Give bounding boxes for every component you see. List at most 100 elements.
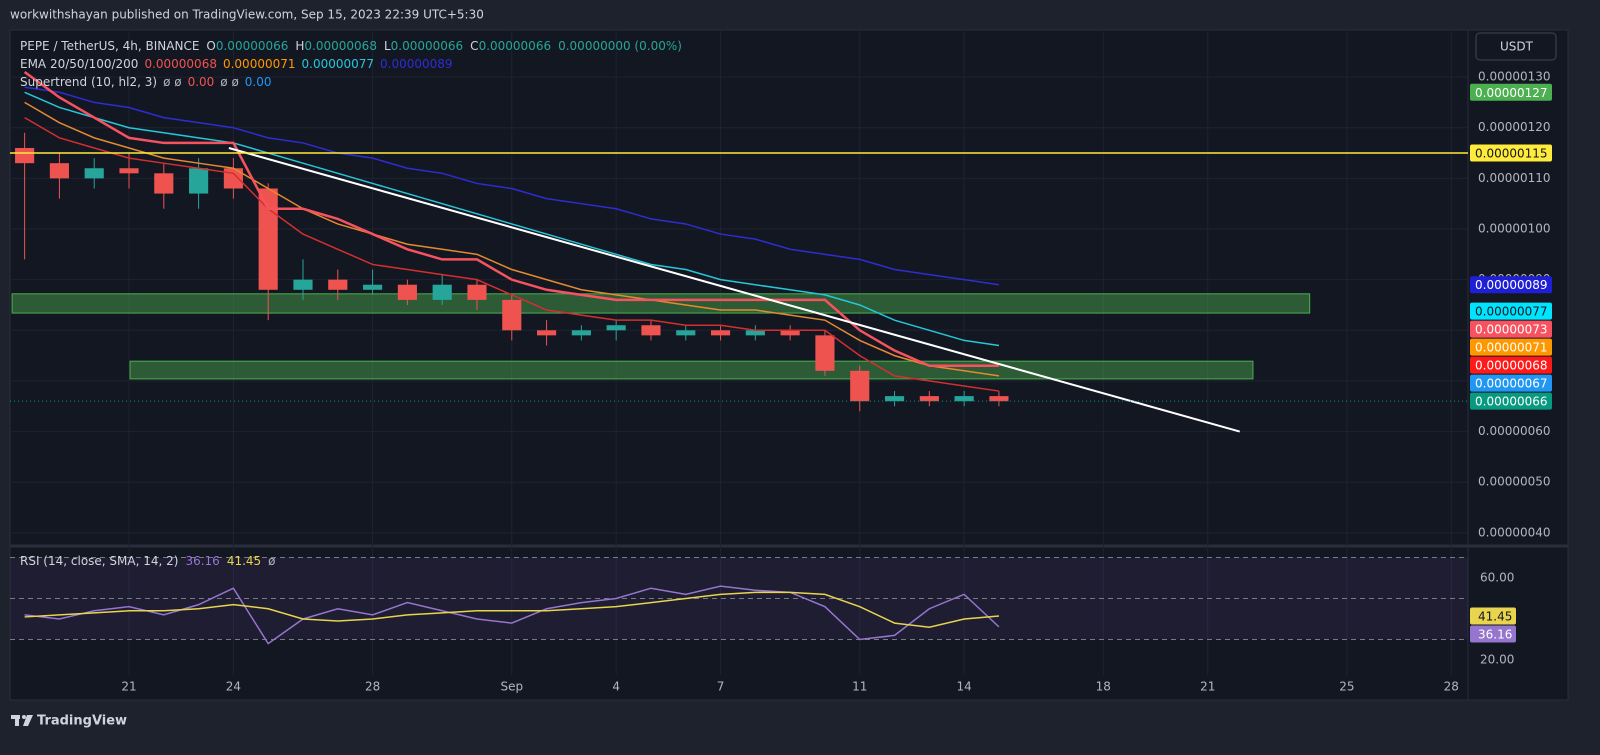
legend-value: ø ø: [163, 75, 182, 89]
legend-value: 41.45: [227, 554, 261, 568]
x-tick-label: 21: [1200, 680, 1215, 694]
rsi-line: [24, 591, 999, 628]
price-label-box: [1470, 276, 1552, 294]
x-tick-label: 25: [1339, 680, 1354, 694]
candle-body: [397, 284, 417, 300]
legend-value: 0.00: [245, 75, 272, 89]
price-label-box: [1470, 374, 1552, 392]
candle-body: [84, 168, 104, 179]
value-label-box: [1470, 625, 1516, 643]
candle-body: [258, 188, 278, 290]
y-tick-label: 0.00000120: [1478, 120, 1551, 134]
price-label: 0.00000089: [1475, 278, 1548, 292]
legend-value: 0.00000071: [223, 57, 296, 71]
price-label-box: [1470, 356, 1552, 374]
candle-body: [328, 279, 348, 290]
candle-body: [710, 330, 731, 336]
candle-body: [154, 173, 174, 194]
y-tick-label: 0.00000060: [1478, 424, 1551, 438]
legend-row: PEPE / TetherUS, 4h, BINANCE O0.00000066 H…: [20, 39, 682, 53]
legend-symbol: PEPE / TetherUS, 4h, BINANCE: [20, 39, 199, 53]
candle-body: [467, 284, 487, 300]
currency-button[interactable]: [1475, 32, 1557, 61]
legend-value: 36.16: [185, 554, 219, 568]
x-tick-label: 28: [365, 680, 380, 694]
candle-body: [954, 396, 974, 402]
candle-body: [432, 284, 452, 300]
indicator-line: [24, 101, 1000, 377]
y-tick-label: 0.00000130: [1478, 70, 1551, 84]
legend-key: O: [206, 39, 215, 53]
candle-body: [502, 299, 522, 331]
y-tick-label: 20.00: [1480, 653, 1514, 667]
legend-row: EMA 20/50/100/200 0.00000068 0.00000071 0.0…: [20, 57, 453, 71]
legend-row: RSI (14, close, SMA, 14, 2) 36.16 41.45 ø: [20, 554, 276, 568]
price-label-box: [1470, 338, 1552, 356]
zone: [11, 293, 1311, 314]
value-label: 36.16: [1478, 628, 1512, 642]
indicator-line: [23, 71, 999, 367]
indicator-line: [24, 116, 1000, 392]
price-label: 0.00000066: [1475, 395, 1548, 409]
price-label-box: [1470, 144, 1552, 162]
legend-key: H: [295, 39, 304, 53]
indicator-line: [24, 91, 1000, 347]
legend-name: RSI (14, close, SMA, 14, 2): [20, 554, 178, 568]
chart-frame: [9, 29, 1569, 701]
x-tick-label: 4: [612, 680, 620, 694]
legend-value: 0.00000066: [216, 39, 289, 53]
price-label-box: [1470, 392, 1552, 410]
candle-body: [676, 330, 696, 336]
candle-body: [189, 168, 209, 194]
byline: workwithshayan published on TradingView.…: [10, 8, 484, 22]
candle-body: [745, 330, 765, 336]
y-tick-label: 0.00000050: [1478, 475, 1551, 489]
legend-value: 0.00000089: [380, 57, 453, 71]
price-label: 0.00000067: [1475, 377, 1548, 391]
candle-body: [606, 325, 626, 331]
x-tick-label: 28: [1444, 680, 1459, 694]
y-tick-label: 0.00000110: [1478, 171, 1551, 185]
legend-key: L: [384, 39, 391, 53]
price-label-box: [1470, 83, 1552, 101]
legend-change: 0.00000000 (0.00%): [558, 39, 682, 53]
legend-value: 0.00000077: [302, 57, 375, 71]
legend-null: ø: [268, 554, 275, 568]
legend-name: Supertrend (10, hl2, 3): [20, 75, 157, 89]
value-label-box: [1470, 607, 1516, 625]
candle-body: [119, 168, 139, 174]
legend-value: 0.00000068: [144, 57, 217, 71]
y-tick-label: 60.00: [1480, 570, 1514, 584]
zone: [129, 360, 1254, 380]
indicator-line: [24, 86, 1000, 286]
candle-body: [989, 396, 1009, 402]
price-label: 0.00000115: [1475, 147, 1548, 161]
x-tick-label: Sep: [500, 680, 523, 694]
price-label: 0.00000071: [1475, 341, 1548, 355]
candle-body: [363, 284, 383, 290]
legend-name: EMA 20/50/100/200: [20, 57, 138, 71]
legend-value: 0.00000066: [479, 39, 552, 53]
x-tick-label: 24: [226, 680, 241, 694]
candle-body: [919, 396, 939, 402]
legend-value: 0.00: [188, 75, 215, 89]
price-label: 0.00000068: [1475, 359, 1548, 373]
candle-body: [641, 325, 661, 336]
legend-key: C: [470, 39, 478, 53]
price-label-box: [1470, 302, 1552, 320]
currency-button-label[interactable]: USDT: [1500, 40, 1534, 54]
brand-logo: [11, 715, 33, 726]
legend-row: Supertrend (10, hl2, 3) ø ø 0.00 ø ø 0.00: [20, 75, 272, 89]
brand: TradingView: [37, 714, 127, 729]
candle-body: [15, 147, 35, 164]
x-tick-label: 21: [121, 680, 136, 694]
candle-body: [537, 330, 557, 336]
y-tick-label: 0.00000100: [1478, 222, 1551, 236]
x-tick-label: 18: [1096, 680, 1111, 694]
trendline: [228, 147, 1241, 433]
candle-body: [293, 279, 313, 290]
candle-body: [49, 163, 69, 179]
legend-value: 0.00000066: [391, 39, 464, 53]
